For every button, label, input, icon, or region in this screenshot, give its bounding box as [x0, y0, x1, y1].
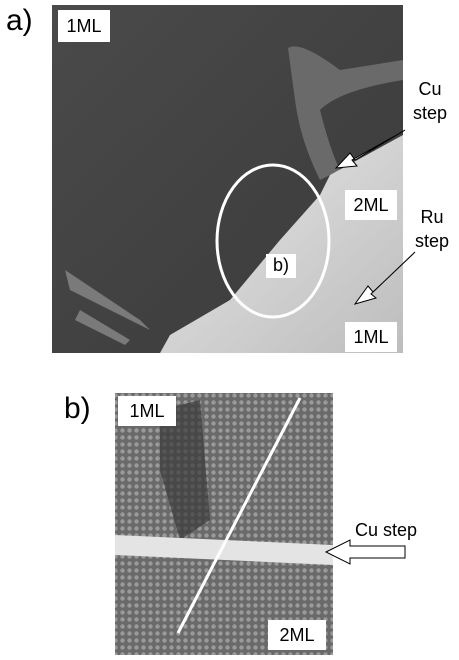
panel-label: a) [6, 4, 33, 37]
step-label: Cu [418, 79, 441, 99]
stm-image [115, 393, 333, 655]
step-label: Ru [420, 207, 443, 227]
terrace-label: 1ML [353, 327, 388, 347]
terrace-label: 2ML [353, 195, 388, 215]
step-label: Cu step [355, 520, 417, 540]
terrace-label: 1ML [129, 401, 164, 421]
circle-label: b) [273, 255, 289, 275]
terrace-label: 1ML [66, 16, 101, 36]
terrace-label: 2ML [279, 625, 314, 645]
panel-label: b) [64, 392, 91, 425]
step-label: step [415, 231, 449, 251]
step-label: step [413, 103, 447, 123]
arrow [326, 540, 405, 564]
figure: a) 1ML Cu step 2ML Ru step 1ML b) b) 1ML… [0, 0, 459, 660]
page: {"panel_a": {"label": "a)", "top_left": … [0, 0, 459, 660]
